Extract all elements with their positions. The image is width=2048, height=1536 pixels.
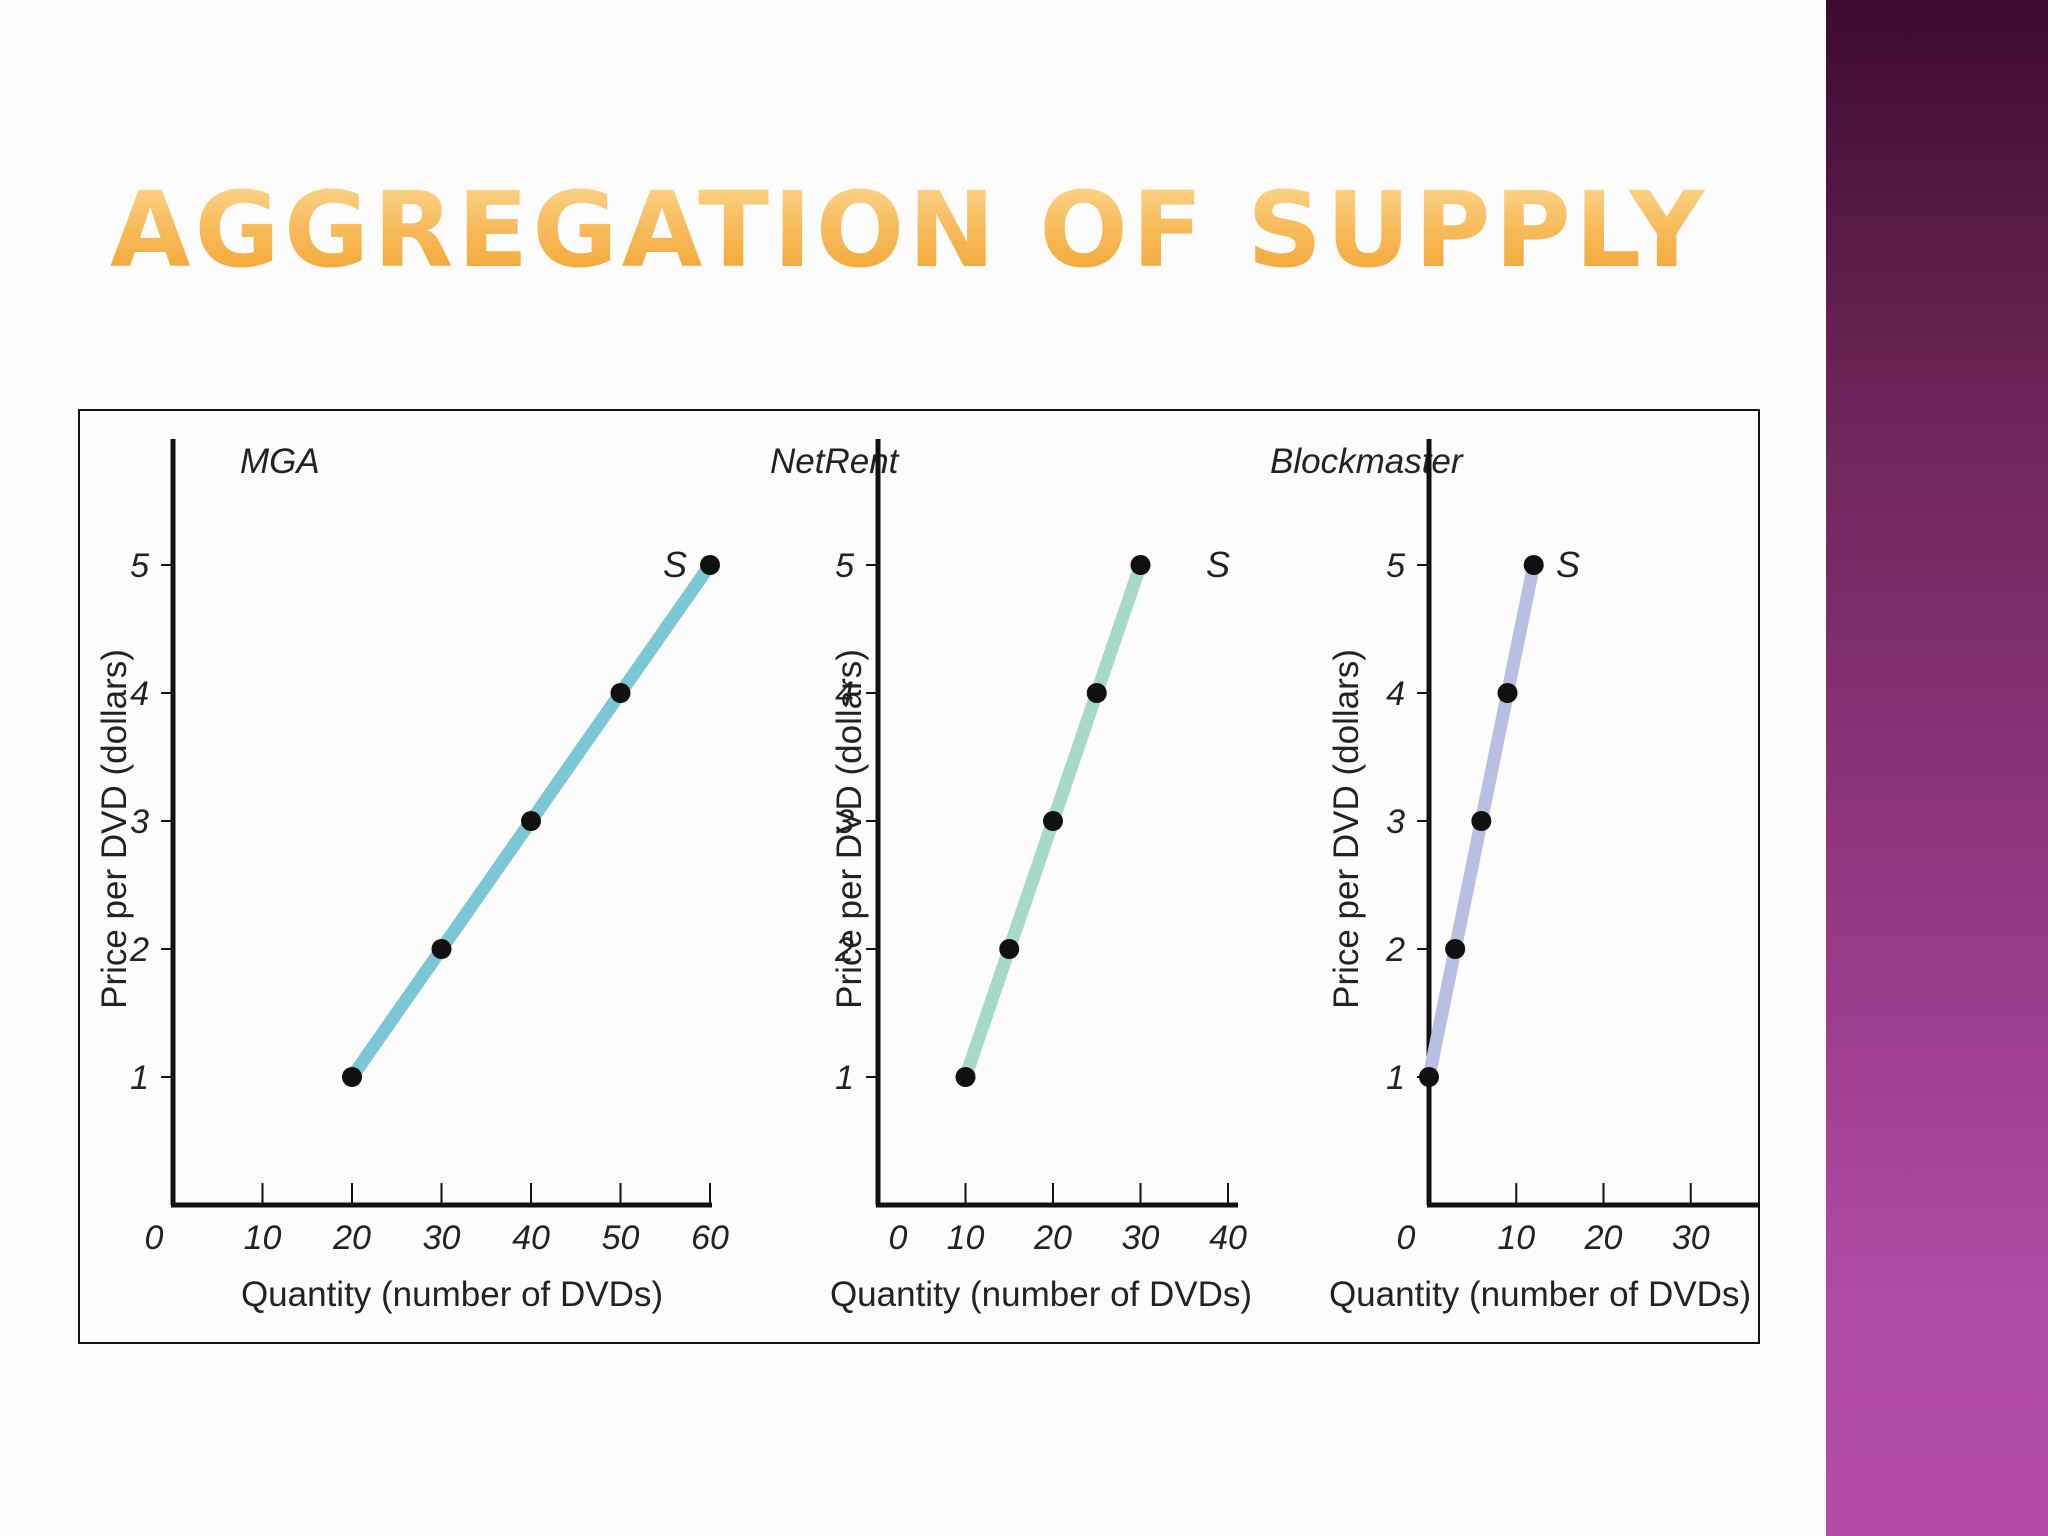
data-point: [1130, 555, 1151, 575]
data-point: [1471, 811, 1492, 831]
x-tick-label: 20: [332, 1219, 371, 1257]
y-tick-label: 4: [835, 675, 854, 713]
chart-panel-mga: MGA Price per DVD (dollars) Quantity (nu…: [95, 439, 729, 1314]
origin-label: 0: [145, 1219, 164, 1257]
y-axis-title: Price per DVD (dollars): [95, 649, 134, 1009]
y-tick-label: 2: [1385, 931, 1405, 969]
y-tick-label: 3: [1386, 803, 1405, 841]
y-tick-label: 1: [130, 1059, 149, 1097]
supply-figure: MGA Price per DVD (dollars) Quantity (nu…: [78, 409, 1760, 1344]
decorative-side-bar: [1826, 0, 2048, 1536]
origin-label: 0: [889, 1219, 908, 1257]
data-point: [955, 1067, 976, 1087]
x-tick-label: 40: [1209, 1219, 1247, 1257]
supply-curve-label: S: [663, 544, 687, 585]
x-tick-label: 10: [947, 1219, 985, 1257]
supply-curve-label: S: [1206, 544, 1230, 585]
x-tick-label: 30: [423, 1219, 461, 1257]
data-point: [521, 811, 541, 831]
x-axis-title: Quantity (number of DVDs): [1329, 1275, 1751, 1314]
data-point: [1523, 555, 1544, 575]
y-axis-title: Price per DVD (dollars): [1327, 649, 1366, 1009]
data-point: [342, 1067, 362, 1087]
y-tick-label: 1: [1386, 1059, 1405, 1097]
chart-panel-netrent: NetRent Price per DVD (dollars) Quantity…: [770, 439, 1252, 1314]
y-axis-title: Price per DVD (dollars): [830, 649, 869, 1009]
x-axis-title: Quantity (number of DVDs): [830, 1275, 1252, 1314]
origin-label: 0: [1397, 1219, 1416, 1257]
x-axis-title: Quantity (number of DVDs): [241, 1275, 663, 1314]
y-tick-label: 4: [130, 675, 149, 713]
y-tick-label: 3: [835, 803, 854, 841]
x-tick-label: 40: [512, 1219, 550, 1257]
chart-title: Blockmaster: [1270, 442, 1464, 481]
y-tick-label: 5: [1386, 547, 1405, 585]
data-point: [1043, 811, 1063, 831]
data-point: [1445, 939, 1466, 959]
data-point: [1419, 1067, 1439, 1087]
slide-title: Aggregation of Supply (I): [110, 160, 1770, 431]
x-tick-label: 60: [691, 1219, 729, 1257]
x-tick-label: 20: [1584, 1219, 1623, 1257]
y-tick-label: 2: [129, 931, 149, 969]
data-point: [431, 939, 452, 959]
data-point: [610, 683, 631, 703]
x-tick-label: 10: [244, 1219, 282, 1257]
y-tick-label: 2: [834, 931, 854, 969]
x-tick-label: 30: [1122, 1219, 1160, 1257]
chart-panel-blockmaster: Blockmaster Price per DVD (dollars) Quan…: [1270, 439, 1758, 1314]
y-tick-label: 1: [835, 1059, 854, 1097]
x-tick-label: 30: [1672, 1219, 1710, 1257]
data-point: [1497, 683, 1518, 703]
y-tick-label: 5: [835, 547, 854, 585]
x-tick-label: 20: [1033, 1219, 1072, 1257]
chart-title: MGA: [240, 442, 320, 481]
data-point: [1086, 683, 1107, 703]
y-tick-label: 3: [130, 803, 149, 841]
x-tick-label: 10: [1497, 1219, 1535, 1257]
x-tick-label: 50: [602, 1219, 640, 1257]
supply-curve-label: S: [1556, 544, 1580, 585]
data-point: [999, 939, 1020, 959]
y-tick-label: 5: [130, 547, 149, 585]
y-tick-label: 4: [1386, 675, 1405, 713]
data-point: [700, 555, 720, 575]
